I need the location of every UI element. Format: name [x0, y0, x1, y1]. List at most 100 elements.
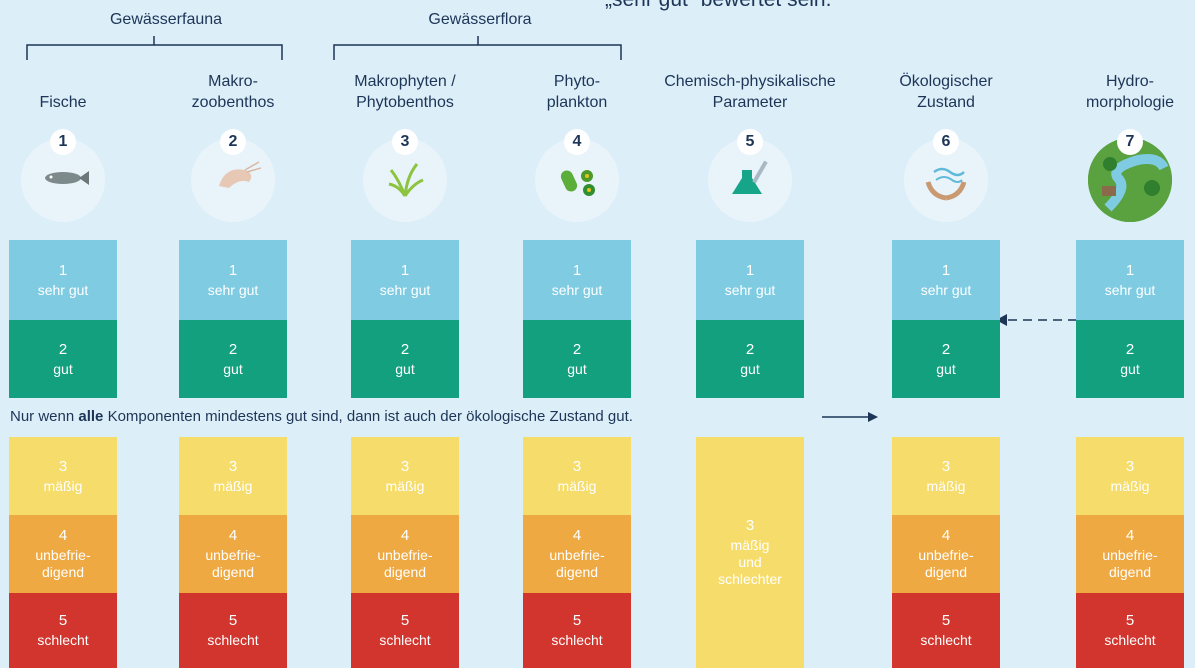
- rating-label: sehr gut: [1105, 282, 1156, 299]
- rating-box: 4unbefrie-digend: [1076, 515, 1184, 593]
- rating-number: 5: [573, 612, 581, 629]
- rating-box: 5schlecht: [892, 593, 1000, 668]
- number-badge: 2: [220, 129, 246, 155]
- rating-number: 1: [401, 262, 409, 279]
- rating-label: gut: [567, 361, 586, 378]
- rating-number: 3: [59, 458, 67, 475]
- rating-number: 3: [401, 458, 409, 475]
- column-label: Hydro-morphologie: [1015, 71, 1195, 113]
- rating-number: 4: [1126, 527, 1134, 544]
- rating-box: 4 unbefrie-digend: [523, 515, 631, 593]
- rating-number: 1: [229, 262, 237, 279]
- rating-box: 1 sehr gut: [179, 240, 287, 320]
- rating-label: schlecht: [207, 632, 258, 649]
- rating-number: 5: [229, 612, 237, 629]
- rating-label: gut: [936, 361, 955, 378]
- rating-number: 4: [942, 527, 950, 544]
- note: Nur wenn alle Komponenten mindestens gut…: [10, 408, 633, 425]
- rating-number: 2: [229, 341, 237, 358]
- rating-number: 5: [59, 612, 67, 629]
- rating-box: 4unbefrie-digend: [9, 515, 117, 593]
- rating-number: 4: [401, 527, 409, 544]
- rating-number: 3: [573, 458, 581, 475]
- rating-label: mäßig: [558, 478, 597, 495]
- number-badge: 1: [50, 129, 76, 155]
- rating-label: digend: [556, 564, 598, 581]
- rating-label: gut: [740, 361, 759, 378]
- rating-box: 1 sehr gut: [696, 240, 804, 320]
- rating-box: 3 mäßig: [523, 437, 631, 515]
- rating-label: schlecht: [37, 632, 88, 649]
- number-badge: 6: [933, 129, 959, 155]
- icon-graphic: [722, 152, 778, 208]
- rating-label: gut: [53, 361, 72, 378]
- rating-label: unbefrie-: [205, 547, 260, 564]
- rating-number: 3: [746, 517, 754, 534]
- icon-graphic: [377, 152, 433, 208]
- rating-box: 1 sehr gut: [523, 240, 631, 320]
- rating-box: 2 gut: [523, 320, 631, 398]
- rating-label: schlecht: [920, 632, 971, 649]
- rating-box: 3 mäßig: [179, 437, 287, 515]
- rating-label: sehr gut: [725, 282, 776, 299]
- icon-graphic: [35, 152, 91, 208]
- rating-number: 3: [229, 458, 237, 475]
- rating-label: gut: [395, 361, 414, 378]
- rating-label: sehr gut: [208, 282, 259, 299]
- rating-label: mäßig: [44, 478, 83, 495]
- rating-box: 1 sehr gut: [351, 240, 459, 320]
- rating-box: 2 gut: [179, 320, 287, 398]
- rating-box: 2 gut: [696, 320, 804, 398]
- bracket: [334, 36, 621, 60]
- rating-number: 4: [573, 527, 581, 544]
- rating-number: 2: [401, 341, 409, 358]
- rating-number: 1: [573, 262, 581, 279]
- rating-box: 2 gut: [892, 320, 1000, 398]
- note-text: Nur wenn: [10, 408, 74, 425]
- rating-box: 2 gut: [1076, 320, 1184, 398]
- rating-label: unbefrie-: [549, 547, 604, 564]
- rating-number: 2: [1126, 341, 1134, 358]
- rating-label: unbefrie-: [1102, 547, 1157, 564]
- rating-number: 5: [401, 612, 409, 629]
- icon-graphic: [918, 152, 974, 208]
- rating-label: sehr gut: [380, 282, 431, 299]
- rating-number: 1: [59, 262, 67, 279]
- rating-box: 3 mäßig: [351, 437, 459, 515]
- rating-number: 3: [1126, 458, 1134, 475]
- rating-box: 5 schlecht: [179, 593, 287, 668]
- rating-box: 1 sehr gut: [9, 240, 117, 320]
- rating-label: sehr gut: [921, 282, 972, 299]
- rating-number: 1: [746, 262, 754, 279]
- rating-label: mäßig: [731, 537, 770, 554]
- rating-label: mäßig: [214, 478, 253, 495]
- rating-number: 2: [573, 341, 581, 358]
- rating-label: mäßig: [386, 478, 425, 495]
- rating-label: gut: [223, 361, 242, 378]
- rating-label: sehr gut: [552, 282, 603, 299]
- rating-box: 2 gut: [351, 320, 459, 398]
- number-badge: 7: [1117, 129, 1143, 155]
- rating-label: sehr gut: [38, 282, 89, 299]
- rating-label: digend: [925, 564, 967, 581]
- number-badge: 3: [392, 129, 418, 155]
- rating-number: 2: [746, 341, 754, 358]
- rating-number: 4: [229, 527, 237, 544]
- rating-label: digend: [212, 564, 254, 581]
- column-label-line: Hydro-: [1015, 71, 1195, 92]
- rating-number: 2: [942, 341, 950, 358]
- rating-number: 4: [59, 527, 67, 544]
- rating-label: mäßig: [927, 478, 966, 495]
- rating-label: gut: [1120, 361, 1139, 378]
- rating-label: digend: [384, 564, 426, 581]
- column-label-line: morphologie: [1015, 92, 1195, 113]
- infographic: „sehr gut“ bewertet sein. Gewässerfauna …: [0, 0, 1195, 668]
- rating-number: 5: [1126, 612, 1134, 629]
- rating-box: 3mäßig: [892, 437, 1000, 515]
